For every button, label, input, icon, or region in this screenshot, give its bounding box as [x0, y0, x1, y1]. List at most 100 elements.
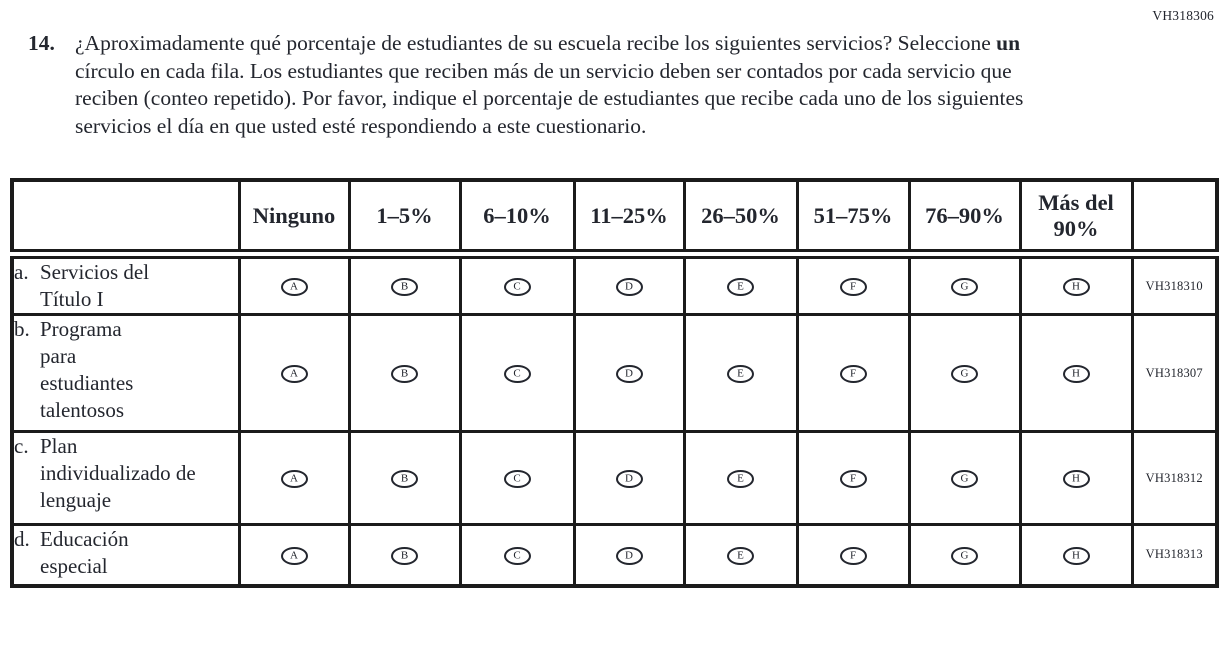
option-bubble-g[interactable]: G	[951, 469, 978, 488]
row-a-label: Servicios del Título I	[40, 260, 150, 311]
option-bubble-h[interactable]: H	[1062, 364, 1090, 383]
row-d-cell-6-10: C	[458, 523, 576, 587]
row-d-cell-ninguno: A	[237, 523, 351, 587]
row-b-cell-1-5: B	[347, 313, 462, 433]
option-bubble-a[interactable]: A	[280, 277, 308, 296]
option-bubble-b[interactable]: B	[391, 277, 418, 296]
header-26-50: 26–50%	[682, 178, 799, 259]
row-b-label-cell: b. Programa para estudiantes talentosos	[10, 313, 241, 433]
row-d-cell-11-25: D	[572, 523, 686, 587]
header-1-5: 1–5%	[347, 178, 462, 259]
row-b-label: Programa para estudiantes talentosos	[40, 317, 134, 422]
row-a-letter: a.	[14, 260, 29, 284]
row-c-label-cell: c. Plan individualizado de lenguaje	[10, 430, 241, 526]
row-c-cell-1-5: B	[347, 430, 462, 526]
option-bubble-g[interactable]: G	[951, 546, 978, 565]
row-c-cell-6-10: C	[458, 430, 576, 526]
header-11-25: 11–25%	[572, 178, 686, 259]
row-c-cell-51-75: F	[795, 430, 911, 526]
row-a-cell-76-90: G	[907, 252, 1022, 316]
row-b-cell-ninguno: A	[237, 313, 351, 433]
option-bubble-e[interactable]: E	[727, 364, 754, 383]
option-bubble-c[interactable]: C	[503, 546, 531, 565]
option-bubble-c[interactable]: C	[503, 277, 531, 296]
option-bubble-d[interactable]: D	[615, 469, 643, 488]
header-corner-empty	[10, 178, 241, 259]
option-bubble-e[interactable]: E	[727, 277, 754, 296]
header-row: Ninguno 1–5% 6–10% 11–25% 26–50% 51–75% …	[10, 178, 1219, 259]
header-6-10: 6–10%	[458, 178, 576, 259]
option-bubble-f[interactable]: F	[839, 469, 867, 488]
row-a-cell-6-10: C	[458, 252, 576, 316]
option-bubble-d[interactable]: D	[615, 364, 643, 383]
row-d-cell-76-90: G	[907, 523, 1022, 587]
table-row-c: c. Plan individualizado de lenguaje A B …	[10, 430, 1219, 526]
option-bubble-a[interactable]: A	[280, 469, 308, 488]
row-b-cell-mas-del-90: H	[1018, 313, 1134, 433]
option-bubble-g[interactable]: G	[951, 277, 978, 296]
row-c-cell-76-90: G	[907, 430, 1022, 526]
row-a-item-code: VH318310	[1130, 252, 1219, 316]
row-c-cell-26-50: E	[682, 430, 799, 526]
row-c-cell-11-25: D	[572, 430, 686, 526]
option-bubble-d[interactable]: D	[615, 277, 643, 296]
form-code: VH318306	[1152, 8, 1214, 23]
row-b-letter: b.	[14, 317, 30, 341]
option-bubble-c[interactable]: C	[503, 469, 531, 488]
option-bubble-e[interactable]: E	[727, 546, 754, 565]
option-bubble-h[interactable]: H	[1062, 546, 1090, 565]
header-ninguno: Ninguno	[237, 178, 351, 259]
response-matrix-table: Ninguno 1–5% 6–10% 11–25% 26–50% 51–75% …	[10, 178, 1219, 588]
option-bubble-b[interactable]: B	[391, 469, 418, 488]
row-d-cell-mas-del-90: H	[1018, 523, 1134, 587]
question-text-part1: ¿Aproximadamente qué porcentaje de estud…	[75, 31, 997, 55]
option-bubble-h[interactable]: H	[1062, 277, 1090, 296]
option-bubble-d[interactable]: D	[615, 546, 643, 565]
option-bubble-g[interactable]: G	[951, 364, 978, 383]
row-d-letter: d.	[14, 527, 30, 551]
row-a-cell-mas-del-90: H	[1018, 252, 1134, 316]
row-c-label: Plan individualizado de lenguaje	[40, 434, 196, 512]
question-text-bold: un	[996, 31, 1021, 55]
header-code-empty	[1130, 178, 1219, 259]
row-b-cell-51-75: F	[795, 313, 911, 433]
table-row-b: b. Programa para estudiantes talentosos …	[10, 313, 1219, 433]
option-bubble-f[interactable]: F	[839, 364, 867, 383]
header-51-75: 51–75%	[795, 178, 911, 259]
row-a-cell-ninguno: A	[237, 252, 351, 316]
row-b-item-code: VH318307	[1130, 313, 1219, 433]
question-number: 14.	[28, 31, 55, 55]
row-d-cell-26-50: E	[682, 523, 799, 587]
row-b-cell-26-50: E	[682, 313, 799, 433]
question-text-part2: círculo en cada fila. Los estudiantes qu…	[75, 58, 1024, 138]
option-bubble-e[interactable]: E	[727, 469, 754, 488]
table-row-d: d. Educación especial A B C D E F G H VH…	[10, 523, 1219, 587]
row-a-cell-1-5: B	[347, 252, 462, 316]
row-d-cell-1-5: B	[347, 523, 462, 587]
option-bubble-b[interactable]: B	[391, 546, 418, 565]
option-bubble-b[interactable]: B	[391, 364, 418, 383]
header-mas-del-90: Más del 90%	[1018, 178, 1134, 259]
option-bubble-c[interactable]: C	[503, 364, 531, 383]
row-c-cell-mas-del-90: H	[1018, 430, 1134, 526]
row-b-cell-76-90: G	[907, 313, 1022, 433]
row-a-label-cell: a. Servicios del Título I	[10, 252, 241, 316]
option-bubble-f[interactable]: F	[839, 277, 867, 296]
question-block: 14. ¿Aproximadamente qué porcentaje de e…	[0, 0, 1228, 140]
option-bubble-f[interactable]: F	[839, 546, 867, 565]
option-bubble-a[interactable]: A	[280, 364, 308, 383]
row-d-cell-51-75: F	[795, 523, 911, 587]
row-c-item-code: VH318312	[1130, 430, 1219, 526]
option-bubble-h[interactable]: H	[1062, 469, 1090, 488]
option-bubble-a[interactable]: A	[280, 546, 308, 565]
row-c-letter: c.	[14, 434, 29, 458]
header-76-90: 76–90%	[907, 178, 1022, 259]
row-a-cell-51-75: F	[795, 252, 911, 316]
row-a-cell-11-25: D	[572, 252, 686, 316]
row-d-label: Educación especial	[40, 527, 129, 578]
row-b-cell-11-25: D	[572, 313, 686, 433]
row-d-item-code: VH318313	[1130, 523, 1219, 587]
row-b-cell-6-10: C	[458, 313, 576, 433]
row-d-label-cell: d. Educación especial	[10, 523, 241, 587]
row-a-cell-26-50: E	[682, 252, 799, 316]
